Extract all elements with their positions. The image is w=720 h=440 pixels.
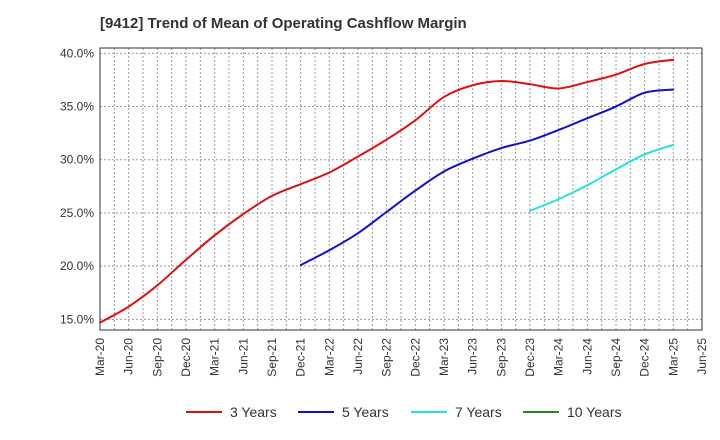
x-tick-label: Dec-22: [408, 338, 422, 377]
legend-label: 3 Years: [230, 404, 277, 420]
x-tick-label: Jun-23: [466, 338, 480, 375]
x-tick-label: Jun-20: [122, 338, 136, 375]
legend-item-7-years: 7 Years: [411, 404, 502, 420]
legend-item-5-years: 5 Years: [298, 404, 389, 420]
x-tick-label: Mar-24: [552, 338, 566, 376]
x-tick-label: Dec-21: [294, 338, 308, 377]
legend-label: 5 Years: [342, 404, 389, 420]
x-tick-label: Sep-21: [265, 338, 279, 377]
x-tick-label: Jun-21: [236, 338, 250, 375]
x-tick-label: Sep-23: [494, 338, 508, 377]
y-tick-label: 25.0%: [60, 206, 94, 220]
x-tick-label: Dec-24: [638, 338, 652, 377]
x-tick-label: Mar-22: [322, 338, 336, 376]
chart-title: [9412] Trend of Mean of Operating Cashfl…: [100, 15, 467, 32]
x-tick-label: Sep-20: [150, 338, 164, 377]
series-line-7-years: [529, 143, 675, 212]
series-line-5-years: [299, 88, 675, 267]
y-tick-label: 30.0%: [60, 153, 94, 167]
legend-label: 7 Years: [455, 404, 502, 420]
x-tick-label: Mar-21: [208, 338, 222, 376]
x-tick-label: Jun-24: [580, 338, 594, 375]
x-tick-label: Sep-22: [380, 338, 394, 377]
y-tick-label: 35.0%: [60, 100, 94, 114]
legend-swatch: [523, 411, 559, 413]
legend: 3 Years 5 Years 7 Years 10 Years: [0, 404, 720, 426]
y-tick-label: 15.0%: [60, 312, 94, 326]
x-tick-label: Sep-24: [609, 338, 623, 377]
y-tick-label: 20.0%: [60, 259, 94, 273]
line-chart: 15.0% 20.0% 25.0% 30.0% 35.0% 40.0% Mar-20 Jun-…: [60, 46, 709, 377]
x-tick-label: Mar-20: [93, 338, 107, 376]
x-tick-label: Mar-23: [437, 338, 451, 376]
x-tick-label: Jun-22: [351, 338, 365, 375]
x-tick-label: Dec-20: [179, 338, 193, 377]
x-tick-label: Mar-25: [666, 338, 680, 376]
legend-swatch: [186, 411, 222, 413]
y-tick-label: 40.0%: [60, 46, 94, 60]
legend-swatch: [298, 411, 334, 413]
x-tick-label: Jun-25: [695, 338, 709, 375]
x-tick-label: Dec-23: [523, 338, 537, 377]
legend-swatch: [411, 411, 447, 413]
legend-item-3-years: 3 Years: [186, 404, 277, 420]
series-line-3-years: [99, 58, 675, 324]
plot-border: [99, 47, 703, 331]
legend-item-10-years: 10 Years: [523, 404, 622, 420]
legend-label: 10 Years: [567, 404, 622, 420]
